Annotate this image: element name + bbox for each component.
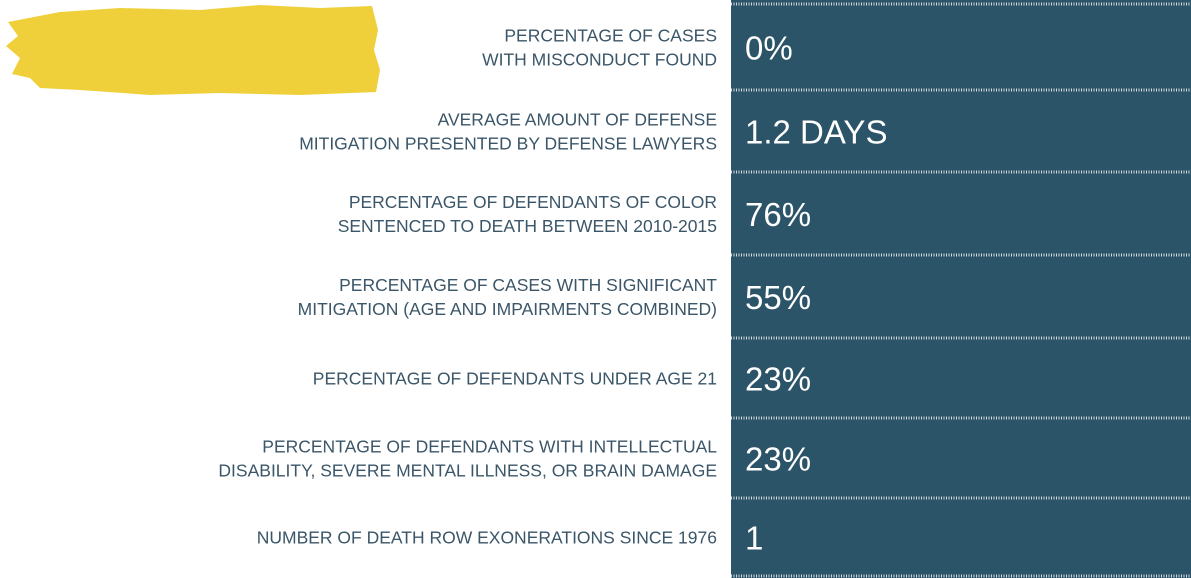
value-panel: [731, 0, 1191, 578]
row-label: PERCENTAGE OF DEFENDANTS OF COLOR: [349, 192, 717, 212]
row-label: AVERAGE AMOUNT OF DEFENSE: [438, 110, 717, 130]
row-label: MITIGATION (AGE AND IMPAIRMENTS COMBINED…: [298, 299, 717, 319]
row-value: 1.2 DAYS: [745, 114, 887, 151]
row-label: NUMBER OF DEATH ROW EXONERATIONS SINCE 1…: [257, 528, 717, 548]
row-label: DISABILITY, SEVERE MENTAL ILLNESS, OR BR…: [218, 461, 717, 481]
row-label: PERCENTAGE OF DEFENDANTS UNDER AGE 21: [313, 369, 717, 389]
row-label: PERCENTAGE OF DEFENDANTS WITH INTELLECTU…: [262, 437, 717, 457]
row-label: PERCENTAGE OF CASES WITH SIGNIFICANT: [339, 275, 717, 295]
row-value: 1: [745, 520, 763, 557]
highlight-brush: [6, 5, 380, 95]
rows: PERCENTAGE OF CASES WITH MISCONDUCT FOUND…: [218, 2, 1191, 578]
row-label: MITIGATION PRESENTED BY DEFENSE LAWYERS: [299, 134, 717, 154]
row-value: 76%: [745, 196, 811, 233]
row-value: 23%: [745, 441, 811, 478]
row-value: 0%: [745, 30, 793, 67]
row-value: 55%: [745, 279, 811, 316]
row-value: 23%: [745, 361, 811, 398]
row-label: SENTENCED TO DEATH BETWEEN 2010-2015: [338, 216, 717, 236]
row-label: PERCENTAGE OF CASES: [504, 26, 717, 46]
row-label: WITH MISCONDUCT FOUND: [482, 50, 717, 70]
